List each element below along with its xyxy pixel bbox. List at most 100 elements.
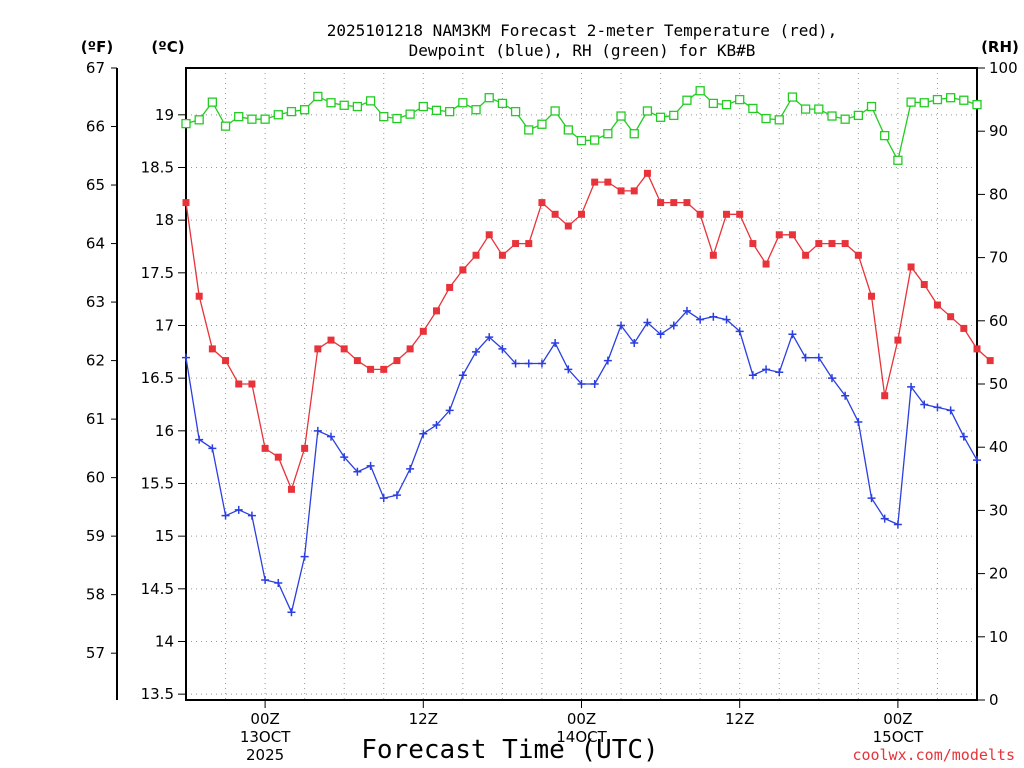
f-tick-label: 66 [86, 118, 105, 136]
data-point [682, 306, 691, 315]
x-tick-label: 12Z [409, 710, 438, 728]
f-tick-label: 64 [86, 235, 105, 253]
data-point [907, 382, 916, 391]
data-point [920, 281, 928, 289]
data-point [365, 96, 376, 106]
data-point [221, 511, 230, 520]
unit-rh: (RH) [981, 38, 1019, 56]
data-point [512, 240, 520, 248]
c-tick-label: 19 [155, 106, 174, 124]
data-point [182, 353, 190, 362]
data-point [630, 187, 638, 195]
data-point [617, 187, 625, 195]
data-point [643, 169, 651, 177]
data-point [721, 100, 732, 110]
data-point [749, 240, 757, 248]
data-point [299, 105, 310, 115]
data-point [235, 380, 243, 388]
data-point [182, 199, 190, 207]
data-point [510, 106, 521, 117]
data-point [511, 359, 520, 368]
data-point [405, 109, 415, 119]
data-point [880, 514, 889, 523]
data-point [577, 380, 586, 388]
data-point [326, 98, 336, 108]
x-tick-label: 00Z [883, 710, 912, 728]
series-line [185, 89, 978, 163]
data-point [854, 251, 862, 259]
data-point [603, 129, 613, 139]
data-point [471, 105, 481, 115]
data-point [973, 456, 981, 465]
data-point [564, 222, 572, 230]
data-point [881, 392, 889, 400]
data-point [591, 178, 599, 186]
data-point [327, 336, 335, 344]
data-point [827, 374, 836, 383]
f-tick-label: 61 [86, 410, 105, 428]
c-tick-label: 16 [155, 422, 174, 440]
data-point [920, 400, 929, 409]
data-point [643, 318, 652, 327]
data-point [655, 112, 666, 122]
data-point [960, 324, 968, 332]
data-point [774, 115, 784, 125]
data-point [762, 365, 771, 374]
data-point [669, 110, 679, 121]
data-point [788, 231, 796, 239]
data-point [353, 357, 361, 365]
data-point [392, 113, 402, 124]
data-point [273, 110, 283, 120]
credit-text: coolwx.com/modelts [852, 746, 1015, 764]
data-point [301, 444, 309, 452]
data-point [459, 266, 467, 274]
c-tick-label: 15 [155, 527, 174, 545]
x-tick-date: 14OCT [556, 728, 607, 746]
f-tick-label: 63 [86, 293, 105, 311]
c-tick-label: 17 [155, 316, 174, 334]
data-point [234, 505, 243, 514]
data-point [669, 321, 678, 330]
rh-tick-label: 20 [989, 565, 1008, 583]
data-point [220, 121, 231, 131]
data-point [866, 101, 877, 112]
c-tick-label: 18.5 [141, 158, 174, 176]
data-point [932, 94, 943, 105]
series-2 [181, 86, 982, 165]
grid-lines [186, 68, 977, 700]
unit-celsius: (ºC) [151, 38, 184, 56]
data-point [551, 339, 560, 348]
x-axis-label: Forecast Time (UTC) [361, 735, 658, 765]
data-point [880, 130, 890, 141]
data-point [616, 111, 626, 121]
data-point [339, 100, 349, 110]
data-point [708, 98, 718, 109]
data-point [485, 231, 493, 239]
data-point [352, 101, 363, 112]
data-point [748, 371, 757, 380]
data-point [907, 263, 915, 271]
data-point [484, 93, 494, 103]
rh-tick-label: 80 [989, 185, 1008, 203]
data-point [736, 210, 744, 218]
x-tick-year: 2025 [246, 746, 284, 764]
data-point [286, 106, 297, 117]
data-point [248, 380, 256, 388]
f-tick-label: 65 [86, 176, 105, 194]
data-point [392, 491, 401, 500]
rh-tick-label: 0 [989, 691, 999, 709]
data-point [380, 365, 388, 373]
data-point [418, 101, 428, 112]
data-point [603, 356, 612, 365]
data-point [933, 403, 942, 412]
data-point [379, 494, 388, 503]
data-point [788, 330, 797, 339]
data-point [300, 552, 309, 561]
data-point [498, 251, 506, 259]
data-point [723, 210, 731, 218]
data-point [208, 444, 217, 453]
f-tick-label: 59 [86, 527, 105, 545]
data-point [181, 118, 191, 129]
data-point [761, 113, 771, 124]
